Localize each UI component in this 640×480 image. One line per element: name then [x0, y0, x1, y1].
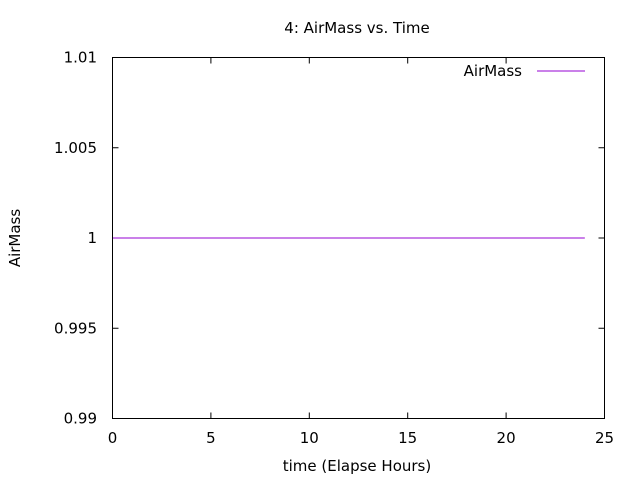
x-axis-ticks: 0 5 10 15 20 25	[108, 57, 614, 447]
legend-label: AirMass	[464, 62, 523, 80]
y-tick-label: 1.01	[64, 49, 97, 67]
x-tick-label: 10	[300, 429, 319, 447]
y-tick-label: 0.995	[54, 319, 97, 337]
chart-title: 4: AirMass vs. Time	[284, 19, 429, 37]
legend: AirMass	[464, 62, 585, 80]
x-tick-label: 5	[206, 429, 216, 447]
x-tick-label: 25	[595, 429, 614, 447]
y-axis-ticks: 0.99 0.995 1 1.005 1.01	[54, 49, 605, 428]
y-axis-label: AirMass	[6, 209, 24, 268]
plot-frame	[112, 57, 605, 419]
y-tick-label: 1.005	[54, 139, 97, 157]
x-tick-label: 0	[108, 429, 118, 447]
x-tick-label: 15	[398, 429, 417, 447]
x-axis-label: time (Elapse Hours)	[283, 457, 431, 475]
x-tick-label: 20	[497, 429, 516, 447]
y-tick-label: 1	[87, 229, 97, 247]
y-tick-label: 0.99	[64, 410, 97, 428]
